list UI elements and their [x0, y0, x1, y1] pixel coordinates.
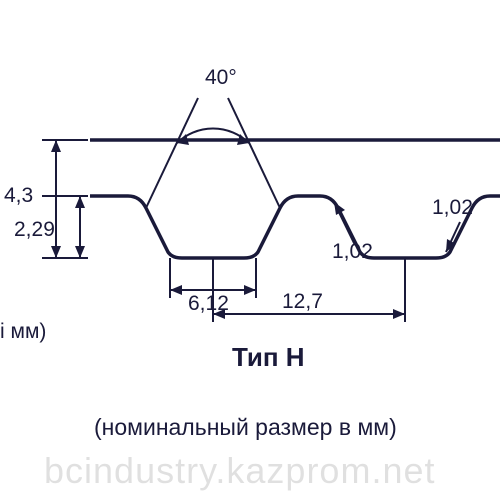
edge-text: і мм): [0, 320, 46, 344]
type-title: Тип H: [232, 342, 305, 373]
dim-6-12: 6,12: [188, 292, 229, 316]
angle-ext-left: [146, 98, 198, 208]
dim-r-top: 1,02: [332, 240, 373, 264]
dim-2-29: 2,29: [14, 218, 55, 242]
dim-4-3: 4,3: [4, 184, 33, 208]
dim-12-7: 12,7: [282, 290, 323, 314]
angle-ext-right: [228, 98, 280, 208]
subtitle: (номинальный размер в мм): [94, 414, 397, 441]
dim-r-bot: 1,02: [432, 196, 473, 220]
angle-label: 40°: [205, 66, 237, 90]
diagram-canvas: { "diagram": { "type": "engineering-prof…: [0, 0, 500, 500]
